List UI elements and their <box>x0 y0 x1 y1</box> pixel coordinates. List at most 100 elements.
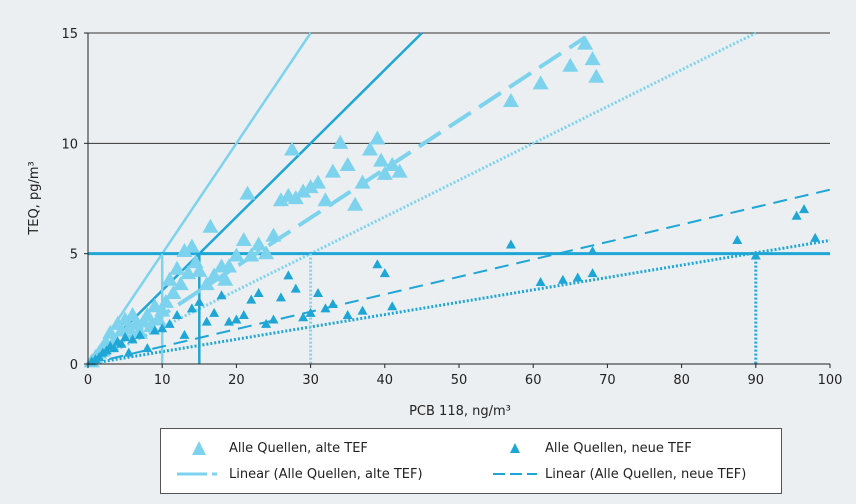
legend: Alle Quellen, alte TEF Alle Quellen, neu… <box>160 428 782 494</box>
point-series1-12 <box>134 329 145 339</box>
y-tick-label-1: 5 <box>70 248 78 263</box>
point-series1-42 <box>379 268 390 278</box>
point-series0-34 <box>217 271 234 286</box>
point-series1-19 <box>186 303 197 313</box>
point-series0-67 <box>588 68 605 83</box>
point-series0-66 <box>584 51 601 66</box>
x-tick-label-7: 70 <box>599 373 616 388</box>
point-series0-30 <box>198 276 215 291</box>
point-series0-52 <box>332 134 349 149</box>
point-series0-64 <box>562 57 579 72</box>
legend-symbol-long-dash <box>177 472 221 476</box>
point-series0-42 <box>265 227 282 242</box>
tick-labels: 0 10 20 30 40 50 60 70 80 90 100 0 5 10 15 <box>61 27 842 388</box>
point-series0-40 <box>250 236 267 251</box>
reference-line-3 <box>87 238 831 366</box>
point-series1-49 <box>587 246 598 256</box>
point-series1-29 <box>261 318 272 328</box>
point-series0-19 <box>154 302 171 317</box>
point-series1-16 <box>164 318 175 328</box>
legend-symbol-small-triangle <box>510 443 520 453</box>
point-series0-57 <box>369 130 386 145</box>
y-tick-label-2: 10 <box>61 137 78 152</box>
x-tick-label-2: 20 <box>228 373 245 388</box>
point-series1-38 <box>327 299 338 309</box>
point-series1-39 <box>342 310 353 320</box>
legend-item-neue-tef: Alle Quellen, neue TEF <box>491 439 692 457</box>
point-series0-48 <box>302 179 319 194</box>
legend-label-alte-tef: Alle Quellen, alte TEF <box>229 440 368 456</box>
point-series1-26 <box>238 310 249 320</box>
y-tick-label-0: 0 <box>70 358 78 373</box>
legend-item-alte-tef: Alle Quellen, alte TEF <box>175 439 368 457</box>
point-series1-15 <box>157 323 168 333</box>
x-tick-label-1: 10 <box>154 373 171 388</box>
point-series0-15 <box>139 307 156 322</box>
point-series0-25 <box>176 243 193 258</box>
point-series1-6 <box>108 343 119 353</box>
point-series1-32 <box>283 270 294 280</box>
point-series1-52 <box>791 210 802 220</box>
point-series0-22 <box>165 284 182 299</box>
point-series0-50 <box>317 192 334 207</box>
legend-label-linear-neue-tef: Linear (Alle Quellen, neue TEF) <box>545 466 747 482</box>
point-series0-62 <box>502 93 519 108</box>
point-series1-47 <box>572 272 583 282</box>
y-axis-label: TEQ, pg/m³ <box>27 161 42 235</box>
point-series1-53 <box>799 204 810 214</box>
point-series0-29 <box>191 262 208 277</box>
point-series0-47 <box>295 183 312 198</box>
point-series0-31 <box>202 218 219 233</box>
point-series0-53 <box>339 157 356 171</box>
x-tick-label-3: 30 <box>302 373 319 388</box>
point-series1-37 <box>320 303 331 313</box>
point-series1-21 <box>201 316 212 326</box>
point-series0-45 <box>284 141 301 156</box>
point-series0-21 <box>161 271 178 286</box>
point-series1-36 <box>313 287 324 297</box>
point-series1-17 <box>172 310 183 320</box>
point-series0-60 <box>384 157 401 171</box>
point-series1-23 <box>216 290 227 300</box>
point-series0-10 <box>120 320 137 335</box>
point-series1-30 <box>268 314 279 324</box>
point-series0-27 <box>183 238 200 253</box>
fit-lines <box>86 35 831 366</box>
point-series0-61 <box>391 163 408 178</box>
point-series1-44 <box>505 239 516 249</box>
x-tick-label-9: 90 <box>748 373 765 388</box>
x-tick-label-10: 100 <box>818 373 843 388</box>
point-series0-24 <box>172 276 189 291</box>
point-series1-51 <box>750 250 761 260</box>
point-series1-50 <box>732 235 743 245</box>
fit-line-0 <box>86 35 587 366</box>
grid-layer <box>88 32 830 144</box>
point-series1-41 <box>372 259 383 269</box>
x-tick-label-6: 60 <box>525 373 542 388</box>
x-tick-label-4: 40 <box>377 373 394 388</box>
point-series0-38 <box>239 185 256 200</box>
x-axis-label: PCB 118, ng/m³ <box>409 404 511 419</box>
point-series1-10 <box>123 347 134 357</box>
reference-line-1 <box>87 32 423 365</box>
legend-label-neue-tef: Alle Quellen, neue TEF <box>545 440 692 456</box>
reference-lines <box>86 31 831 366</box>
point-series0-20 <box>157 293 174 308</box>
point-series1-34 <box>298 312 309 322</box>
point-series0-43 <box>272 192 289 207</box>
point-series1-43 <box>387 301 398 311</box>
fit-line-1 <box>87 188 831 365</box>
x-tick-label-5: 50 <box>451 373 468 388</box>
point-series1-33 <box>290 283 301 293</box>
point-series0-37 <box>235 232 252 247</box>
y-tick-label-3: 15 <box>61 27 78 42</box>
point-series1-13 <box>142 343 153 353</box>
point-series0-65 <box>577 35 594 50</box>
point-series1-8 <box>116 338 127 348</box>
x-tick-label-8: 80 <box>673 373 690 388</box>
point-series1-25 <box>231 314 242 324</box>
point-series0-58 <box>373 152 390 167</box>
point-series1-46 <box>557 274 568 284</box>
point-series0-41 <box>258 245 275 260</box>
